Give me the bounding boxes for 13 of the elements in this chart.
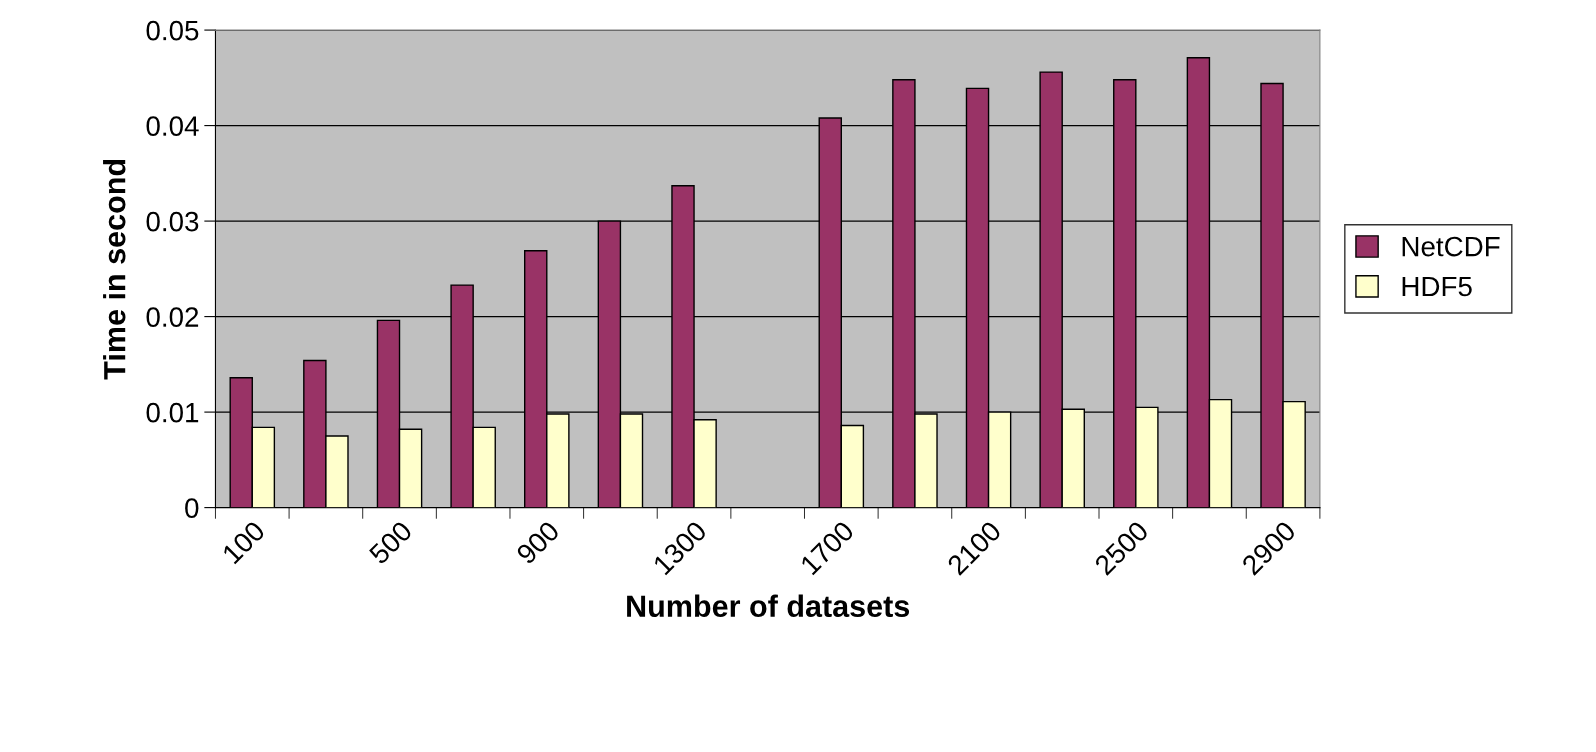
y-tick-label: 0.02: [146, 307, 199, 327]
y-tick-label: 0: [185, 498, 199, 518]
y-tick-label: 0.01: [146, 402, 199, 423]
x-tick-label: 500: [368, 519, 414, 566]
x-tick-label: 100: [221, 519, 266, 565]
y-axis-title: Time in second: [103, 159, 126, 380]
legend-label: HDF5: [1402, 276, 1472, 297]
x-axis-title: Number of datasets: [627, 594, 910, 618]
x-tick-label: 900: [515, 519, 561, 565]
legend-label: NetCDF: [1402, 236, 1500, 257]
y-tick-label: 0.03: [146, 211, 199, 232]
y-tick-label: 0.05: [146, 20, 199, 41]
y-tick-label: 0.04: [146, 116, 199, 136]
